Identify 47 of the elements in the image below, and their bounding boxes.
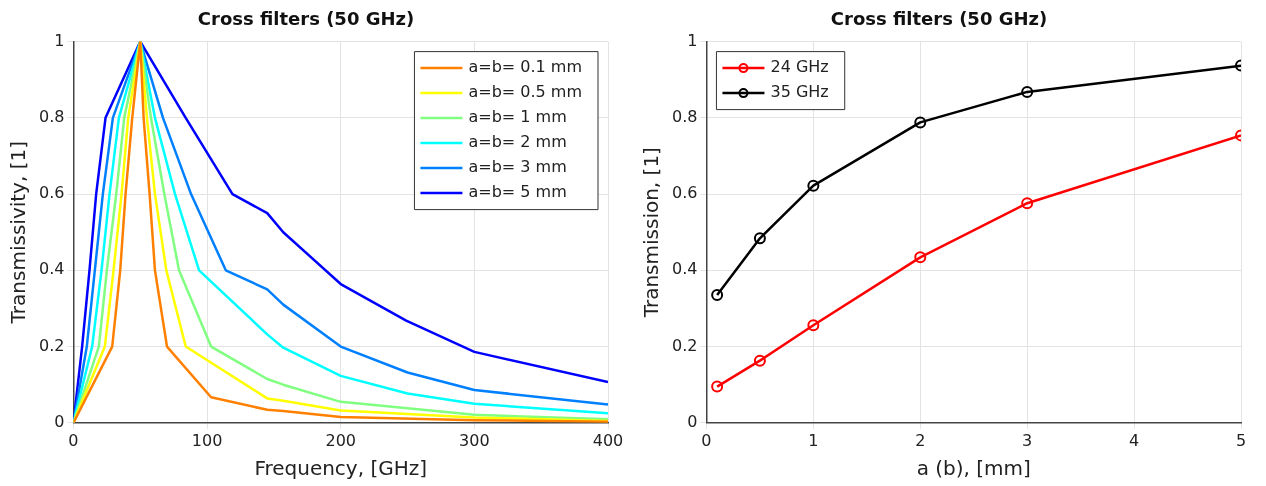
chart-title: Cross filters (50 GHz) bbox=[830, 8, 1048, 30]
y-tick-label: 0 bbox=[54, 411, 65, 431]
legend-label: 24 GHz bbox=[770, 57, 829, 77]
x-tick-label: 200 bbox=[325, 430, 356, 450]
point bbox=[753, 232, 766, 245]
x-tick-label: 2 bbox=[915, 430, 926, 450]
x-tick-label: 0 bbox=[701, 430, 712, 450]
y-tick-label: 1 bbox=[54, 30, 65, 50]
y-tick-label: 0.2 bbox=[671, 335, 698, 355]
chart-title: Cross filters (50 GHz) bbox=[197, 8, 415, 30]
y-tick-label: 0.2 bbox=[38, 335, 65, 355]
legend-label: a=b= 2 mm bbox=[468, 132, 567, 152]
point bbox=[1021, 197, 1034, 210]
y-tick-label: 1 bbox=[687, 30, 698, 50]
y-tick-label: 0.4 bbox=[38, 259, 65, 279]
y-axis-title: Transmissivity, [1] bbox=[6, 141, 31, 325]
y-tick-label: 0.6 bbox=[671, 183, 698, 203]
legend-label: 35 GHz bbox=[770, 82, 829, 102]
y-tick-label: 0 bbox=[687, 411, 698, 431]
x-tick-label: 1 bbox=[808, 430, 819, 450]
x-axis-title: Frequency, [GHz] bbox=[254, 456, 428, 481]
point bbox=[711, 380, 724, 393]
x-tick-label: 400 bbox=[592, 430, 624, 450]
legend-label: a=b= 5 mm bbox=[468, 182, 567, 202]
x-tick-label: 4 bbox=[1129, 430, 1140, 450]
point bbox=[1021, 85, 1034, 98]
legend-label: a=b= 1 mm bbox=[468, 107, 567, 127]
point bbox=[807, 179, 820, 192]
point bbox=[807, 319, 820, 332]
legend-label: a=b= 0.5 mm bbox=[468, 82, 582, 102]
y-tick-label: 0.4 bbox=[671, 259, 698, 279]
y-tick-label: 0.6 bbox=[38, 183, 65, 203]
legend-label: a=b= 3 mm bbox=[468, 157, 567, 177]
point bbox=[711, 289, 724, 302]
y-axis-title: Transmission, [1] bbox=[639, 147, 664, 319]
x-tick-label: 3 bbox=[1022, 430, 1033, 450]
point bbox=[914, 116, 927, 129]
x-tick-label: 0 bbox=[68, 430, 79, 450]
x-tick-label: 300 bbox=[459, 430, 490, 450]
y-tick-label: 0.8 bbox=[671, 107, 698, 126]
x-tick-label: 5 bbox=[1235, 430, 1247, 450]
legend-label: a=b= 0.1 mm bbox=[468, 57, 582, 77]
x-tick-label: 100 bbox=[191, 430, 223, 450]
point bbox=[914, 251, 927, 264]
x-axis-title: a (b), [mm] bbox=[916, 456, 1031, 481]
point bbox=[753, 354, 766, 367]
y-tick-label: 0.8 bbox=[38, 107, 65, 126]
